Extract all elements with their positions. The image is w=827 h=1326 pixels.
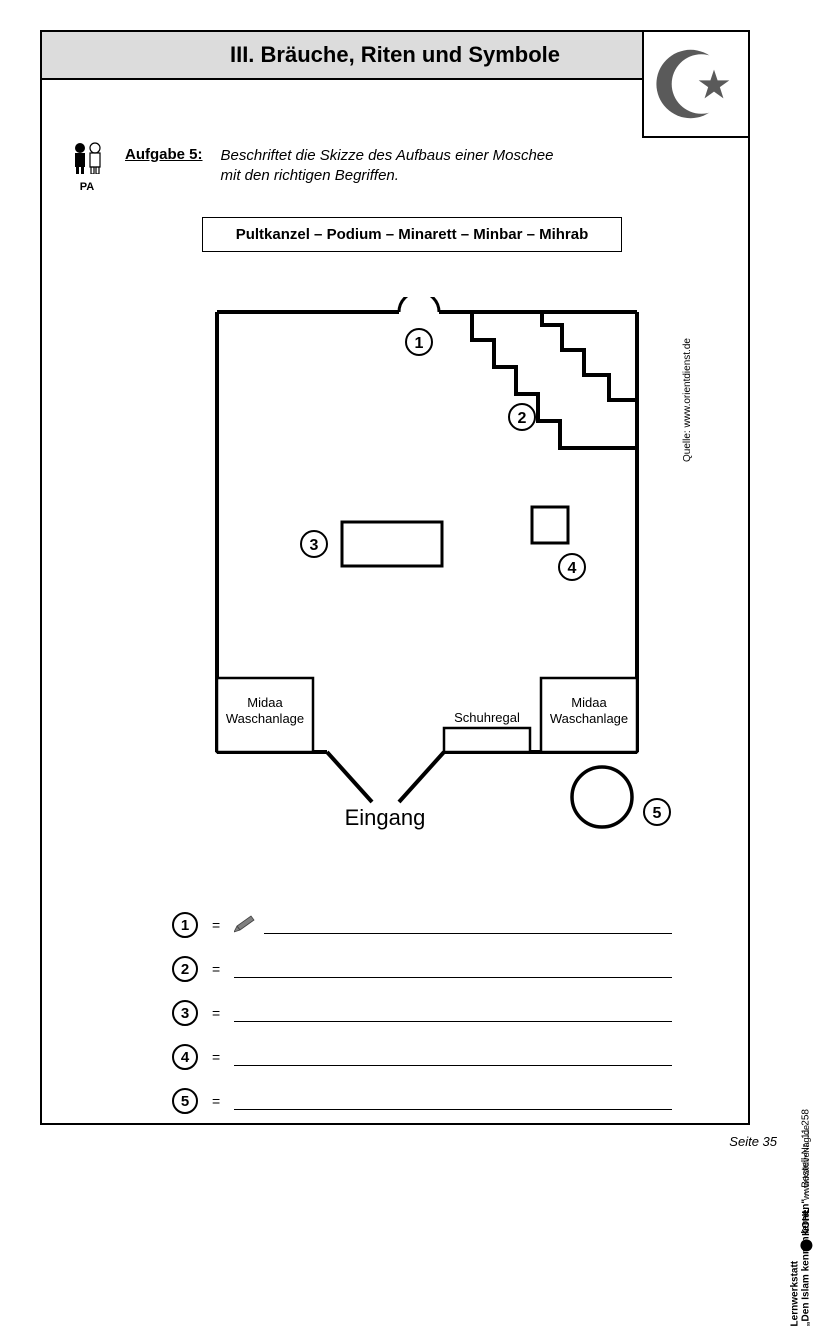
stairs-icon (472, 312, 637, 448)
num-circle-2: 2 (172, 956, 198, 982)
page-title: III. Bräuche, Riten und Symbole (230, 42, 560, 68)
eingang-label: Eingang (345, 805, 426, 830)
page-border: III. Bräuche, Riten und Symbole PA Aufga… (40, 30, 750, 1125)
word-box: Pultkanzel – Podium – Minarett – Minbar … (202, 217, 622, 252)
svg-text:1: 1 (415, 335, 424, 352)
answer-line[interactable] (264, 916, 672, 934)
answer-row: 1 = (172, 912, 672, 938)
floorplan-diagram: Midaa Waschanlage Midaa Waschanlage Schu… (172, 297, 652, 807)
schuhregal-label: Schuhregal (454, 710, 520, 725)
pa-label: PA (67, 181, 107, 193)
svg-text:3: 3 (310, 537, 319, 554)
num-circle-1: 1 (172, 912, 198, 938)
answer-rows: 1 = 2 = 3 = 4 = 5 = (172, 912, 672, 1132)
task-text: Beschriftet die Skizze des Aufbaus einer… (221, 142, 554, 187)
page-number: Seite 35 (729, 1134, 777, 1149)
publisher-url: KOHL www.kohlverlag.de (799, 1125, 813, 1252)
answer-line[interactable] (234, 1004, 672, 1022)
minarett-circle (572, 767, 632, 827)
svg-text:Waschanlage: Waschanlage (550, 711, 628, 726)
answer-line[interactable] (234, 1092, 672, 1110)
num-circle-3: 3 (172, 1000, 198, 1026)
pa-icon: PA (67, 142, 107, 193)
answer-row: 5 = (172, 1088, 672, 1114)
answer-row: 3 = (172, 1000, 672, 1026)
source-text: Quelle: www.orientdienst.de (682, 338, 693, 462)
num-circle-5: 5 (172, 1088, 198, 1114)
midaa-left-label: Midaa (247, 695, 283, 710)
answer-line[interactable] (234, 1048, 672, 1066)
crescent-star-icon (651, 39, 741, 129)
num-circle-4: 4 (172, 1044, 198, 1070)
midaa-right-label: Midaa (571, 695, 607, 710)
svg-text:4: 4 (568, 560, 577, 577)
answer-line[interactable] (234, 960, 672, 978)
task-label: Aufgabe 5: (125, 146, 203, 163)
answer-row: 4 = (172, 1044, 672, 1070)
svg-text:2: 2 (518, 410, 527, 427)
svg-text:Waschanlage: Waschanlage (226, 711, 304, 726)
svg-text:5: 5 (653, 805, 662, 822)
task-row: PA Aufgabe 5: Beschriftet die Skizze des… (67, 142, 553, 193)
answer-row: 2 = (172, 956, 672, 982)
pencil-icon (234, 915, 256, 936)
symbol-box (642, 30, 750, 138)
